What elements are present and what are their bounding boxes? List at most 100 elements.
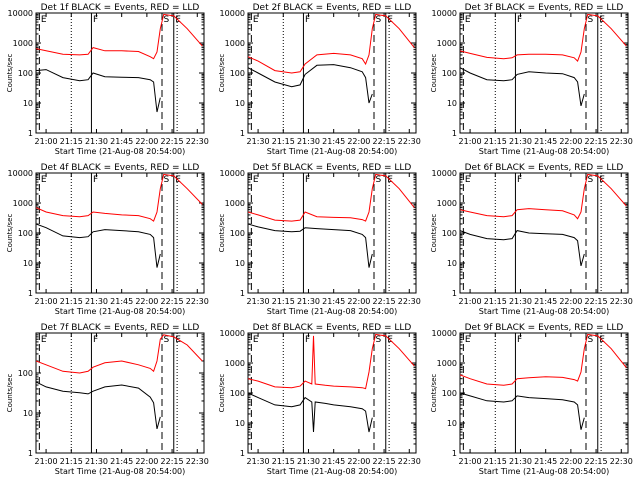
detector-panel: Det 1f BLACK = Events, RED = LLD 1 10 100 10… <box>6 3 209 156</box>
x-tick-label: 21:30 <box>297 297 320 306</box>
y-tick-label: 10 <box>23 99 33 108</box>
x-tick-label: 21:15 <box>60 457 83 466</box>
x-tick-label: 22:00 <box>347 457 370 466</box>
y-axis-label: Counts/sec <box>218 214 226 253</box>
y-tick-label: 10000 <box>220 9 245 18</box>
interval-marker-label: E <box>465 335 471 345</box>
x-axis-label: Start Time (21-Aug-08 20:54:00) <box>479 147 610 156</box>
series-line <box>460 392 585 430</box>
x-tick-label: 21:00 <box>35 457 58 466</box>
y-tick-label: 1000 <box>13 199 33 208</box>
y-tick-label: 1000 <box>437 199 457 208</box>
y-tick-label: 10 <box>447 419 457 428</box>
x-tick-label: 22:30 <box>398 137 421 146</box>
detector-panel: Det 6f BLACK = Events, RED = LLD 1 10 100 10… <box>430 163 633 316</box>
y-tick-label: 10000 <box>432 169 457 178</box>
interval-marker-label: F <box>93 15 98 25</box>
x-tick-label: 21:30 <box>247 457 270 466</box>
detector-panel: Det 8f BLACK = Events, RED = LLD 1 10 100 10… <box>218 323 421 476</box>
y-axis-label: Counts/sec <box>430 54 438 93</box>
x-tick-label: 22:00 <box>135 297 158 306</box>
series-line <box>248 13 415 74</box>
x-tick-label: 21:45 <box>534 297 557 306</box>
y-axis-label: Counts/sec <box>6 374 14 413</box>
x-tick-label: 22:15 <box>161 457 184 466</box>
interval-marker-label: E <box>41 335 47 345</box>
x-tick-label: 21:30 <box>85 137 108 146</box>
interval-marker-label: E <box>253 15 259 25</box>
x-axis-label: Start Time (21-Aug-08 20:54:00) <box>55 307 186 316</box>
x-tick-label: 21:00 <box>459 457 482 466</box>
series-line <box>460 67 585 107</box>
x-tick-label: 22:30 <box>186 297 209 306</box>
series-line <box>36 223 161 268</box>
x-tick-label: 22:30 <box>186 457 209 466</box>
x-tick-label: 21:45 <box>110 297 133 306</box>
x-tick-label: 21:30 <box>247 137 270 146</box>
interval-marker-label: S <box>588 175 594 185</box>
x-tick-label: 22:30 <box>398 457 421 466</box>
panel-title: Det 7f BLACK = Events, RED = LLD <box>41 323 200 333</box>
x-tick-label: 22:15 <box>161 297 184 306</box>
panel-title: Det 9f BLACK = Events, RED = LLD <box>465 323 624 333</box>
interval-marker-label: S <box>376 175 382 185</box>
x-tick-label: 22:00 <box>135 457 158 466</box>
plot-frame <box>459 172 629 294</box>
interval-marker-label: F <box>93 335 98 345</box>
x-tick-label: 22:30 <box>186 137 209 146</box>
x-tick-label: 21:30 <box>85 297 108 306</box>
x-tick-label: 21:45 <box>322 457 345 466</box>
y-tick-label: 1000 <box>225 359 245 368</box>
plot-frame <box>35 172 205 294</box>
interval-marker-label: E <box>465 15 471 25</box>
plot-frame <box>459 332 629 454</box>
interval-marker-label: F <box>93 175 98 185</box>
y-tick-label: 1000 <box>13 39 33 48</box>
y-tick-label: 10 <box>235 99 245 108</box>
y-tick-label: 10 <box>23 409 33 418</box>
x-axis-label: Start Time (21-Aug-08 20:54:00) <box>267 307 398 316</box>
x-tick-label: 22:15 <box>373 457 396 466</box>
y-tick-label: 100 <box>442 389 457 398</box>
series-line <box>36 381 161 430</box>
x-tick-label: 22:30 <box>398 297 421 306</box>
y-tick-label: 100 <box>442 69 457 78</box>
x-tick-label: 21:30 <box>509 137 532 146</box>
x-axis-label: Start Time (21-Aug-08 20:54:00) <box>55 467 186 476</box>
y-tick-label: 1 <box>240 449 245 458</box>
x-axis-label: Start Time (21-Aug-08 20:54:00) <box>267 467 398 476</box>
interval-marker-label: F <box>305 15 310 25</box>
y-axis-label: Counts/sec <box>6 214 14 253</box>
series-line <box>36 173 203 222</box>
x-tick-label: 21:15 <box>272 457 295 466</box>
x-tick-label: 21:00 <box>35 297 58 306</box>
detector-panel: Det 3f BLACK = Events, RED = LLD 1 10 100 10… <box>430 3 633 156</box>
y-tick-label: 10 <box>447 259 457 268</box>
x-tick-label: 21:45 <box>110 137 133 146</box>
x-tick-label: 21:45 <box>322 137 345 146</box>
series-line <box>460 13 627 62</box>
y-tick-label: 100 <box>230 69 245 78</box>
interval-marker-label: S <box>164 335 170 345</box>
y-tick-label: 10 <box>235 259 245 268</box>
y-tick-label: 10000 <box>8 169 33 178</box>
y-tick-label: 10 <box>235 419 245 428</box>
x-tick-label: 22:30 <box>610 137 633 146</box>
x-axis-label: Start Time (21-Aug-08 20:54:00) <box>55 147 186 156</box>
y-tick-label: 1 <box>240 129 245 138</box>
y-tick-label: 1000 <box>225 199 245 208</box>
panel-title: Det 2f BLACK = Events, RED = LLD <box>253 3 412 13</box>
x-tick-label: 21:00 <box>35 137 58 146</box>
x-axis-label: Start Time (21-Aug-08 20:54:00) <box>479 467 610 476</box>
y-tick-label: 1 <box>452 449 457 458</box>
interval-marker-label: S <box>164 175 170 185</box>
series-line <box>248 223 373 268</box>
series-line <box>36 334 203 374</box>
interval-marker-label: E <box>253 335 259 345</box>
series-line <box>36 69 161 113</box>
series-line <box>248 173 415 222</box>
series-line <box>36 13 203 60</box>
interval-marker-label: F <box>517 15 522 25</box>
x-tick-label: 22:00 <box>559 137 582 146</box>
